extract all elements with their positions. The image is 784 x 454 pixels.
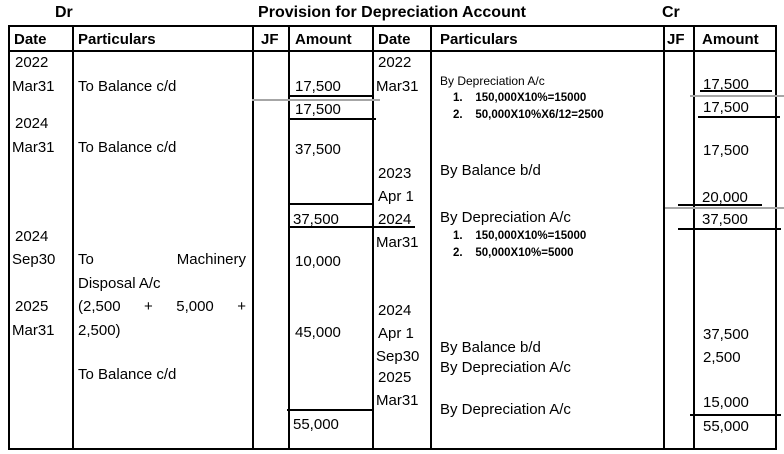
debit-date-year: 2025: [15, 298, 49, 315]
col-header-amount-left: Amount: [295, 31, 352, 48]
debit-date-day: Mar31: [12, 139, 55, 156]
debit-particulars: To Machinery: [78, 251, 246, 268]
col-header-particulars-right: Particulars: [440, 31, 518, 48]
credit-date-day: Mar31: [376, 78, 419, 95]
amount-rule: [290, 118, 376, 120]
debit-date-year: 2024: [15, 115, 49, 132]
table-border-bottom: [8, 448, 777, 450]
credit-particulars: By Balance b/d: [440, 339, 541, 356]
col-divider: [430, 25, 432, 448]
amount-rule: [678, 228, 781, 230]
col-divider: [72, 25, 74, 448]
credit-date-year: 2024: [378, 302, 412, 319]
table-border-right: [775, 25, 777, 450]
debit-particulars: To Balance c/d: [78, 78, 177, 95]
credit-total-amount: 55,000: [703, 418, 749, 435]
credit-total-amount: 17,500: [703, 99, 749, 116]
debit-total-amount: 37,500: [293, 211, 339, 228]
credit-particulars: By Balance b/d: [440, 162, 541, 179]
debit-amount: 10,000: [295, 253, 341, 270]
debit-date-day: Mar31: [12, 78, 55, 95]
amount-rule: [290, 95, 372, 97]
debit-particulars: To Balance c/d: [78, 139, 177, 156]
debit-particulars: 2,500): [78, 322, 121, 339]
credit-date-year: 2025: [378, 369, 412, 386]
row-rule: [665, 207, 784, 209]
col-header-date-left: Date: [14, 31, 47, 48]
debit-date-year: 2024: [15, 228, 49, 245]
row-rule: [252, 99, 380, 101]
col-divider: [288, 25, 290, 448]
debit-particulars: (2,500 + 5,000 +: [78, 298, 246, 315]
debit-date-day: Mar31: [12, 322, 55, 339]
credit-date-year: 2023: [378, 165, 412, 182]
row-rule: [690, 95, 784, 97]
credit-amount: 15,000: [703, 394, 749, 411]
amount-rule: [698, 116, 780, 118]
debit-amount: 37,500: [295, 141, 341, 158]
amount-rule: [700, 90, 772, 92]
amount-rule: [290, 203, 372, 205]
credit-particulars: By Depreciation A/c: [440, 209, 571, 226]
col-header-date-right: Date: [378, 31, 411, 48]
col-header-particulars-left: Particulars: [78, 31, 156, 48]
credit-total-amount: 37,500: [702, 211, 748, 228]
credit-date-year: 2022: [378, 54, 412, 71]
col-header-jf-right: JF: [667, 31, 685, 48]
col-divider: [252, 25, 254, 448]
credit-amount: 2,500: [703, 349, 741, 366]
credit-calc-line: 1. 150,000X10%=15000: [453, 230, 587, 242]
amount-rule: [678, 204, 762, 206]
credit-calc-line: 2. 50,000X10%=5000: [453, 247, 574, 259]
col-header-amount-right: Amount: [702, 31, 759, 48]
debit-total-amount: 17,500: [295, 101, 341, 118]
account-title: Provision for Depreciation Account: [258, 4, 526, 21]
dr-label: Dr: [55, 4, 73, 21]
credit-date-day: Mar31: [376, 234, 419, 251]
col-header-jf-left: JF: [261, 31, 279, 48]
credit-date-day: Apr 1: [378, 188, 414, 205]
amount-rule: [287, 409, 374, 411]
amount-rule: [290, 226, 415, 228]
credit-particulars: By Depreciation A/c: [440, 359, 571, 376]
cr-label: Cr: [662, 4, 680, 21]
credit-amount: 17,500: [703, 76, 749, 93]
credit-amount: 20,000: [702, 189, 748, 206]
col-divider: [372, 25, 374, 448]
credit-date-day: Mar31: [376, 392, 419, 409]
table-border-top: [8, 25, 777, 27]
credit-calc-line: 2. 50,000X10%X6/12=2500: [453, 109, 604, 121]
debit-amount: 45,000: [295, 324, 341, 341]
table-border-left: [8, 25, 10, 450]
col-divider: [693, 25, 695, 448]
credit-calc-line: 1. 150,000X10%=15000: [453, 92, 587, 104]
amount-rule: [690, 414, 781, 416]
credit-particulars: By Depreciation A/c: [440, 401, 571, 418]
header-row-divider: [8, 50, 777, 52]
credit-amount: 17,500: [703, 142, 749, 159]
credit-amount: 37,500: [703, 326, 749, 343]
credit-particulars: By Depreciation A/c: [440, 74, 545, 88]
col-divider: [663, 25, 665, 448]
debit-amount: 17,500: [295, 78, 341, 95]
debit-particulars: To Balance c/d: [78, 366, 177, 383]
debit-date-day: Sep30: [12, 251, 56, 268]
credit-date-day: Apr 1: [378, 325, 414, 342]
debit-particulars: Disposal A/c: [78, 275, 161, 292]
debit-total-amount: 55,000: [293, 416, 339, 433]
debit-date-year: 2022: [15, 54, 49, 71]
credit-date-day: Sep30: [376, 348, 420, 365]
credit-date-year: 2024: [378, 211, 412, 228]
